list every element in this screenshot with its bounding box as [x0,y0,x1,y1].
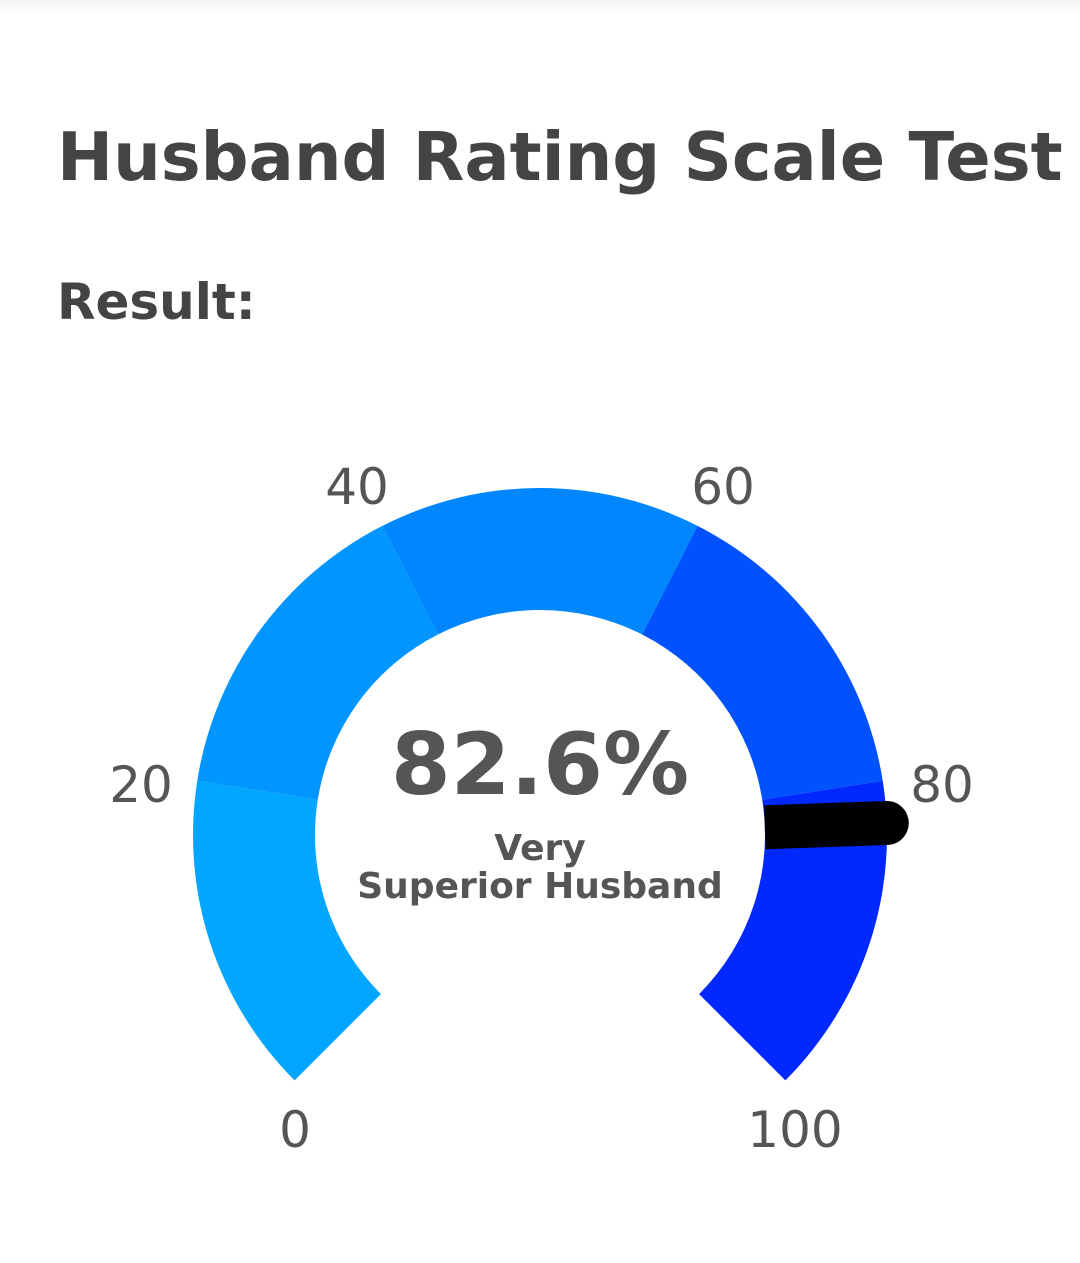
status-bar-shadow [0,0,1080,14]
tick-label-100: 100 [747,1101,843,1159]
tick-label-40: 40 [325,458,389,516]
gauge-category: Very Superior Husband [357,830,723,906]
tick-label-20: 20 [109,756,173,814]
gauge-segment-40-60 [382,488,698,635]
gauge-needle-tip [864,801,909,846]
page-title: Husband Rating Scale Test [57,118,1063,196]
tick-label-60: 60 [691,458,755,516]
gauge-segment-60-80 [642,525,883,800]
gauge-segment-0-20 [193,780,381,1081]
gauge-segment-20-40 [197,525,438,800]
category-line-1: Very [494,828,586,869]
category-line-2: Superior Husband [357,866,723,907]
tick-label-0: 0 [279,1101,311,1159]
gauge-value: 82.6% [390,715,690,815]
gauge-segment-80-100 [699,780,888,1081]
tick-label-80: 80 [910,756,974,814]
result-label: Result: [57,273,256,331]
